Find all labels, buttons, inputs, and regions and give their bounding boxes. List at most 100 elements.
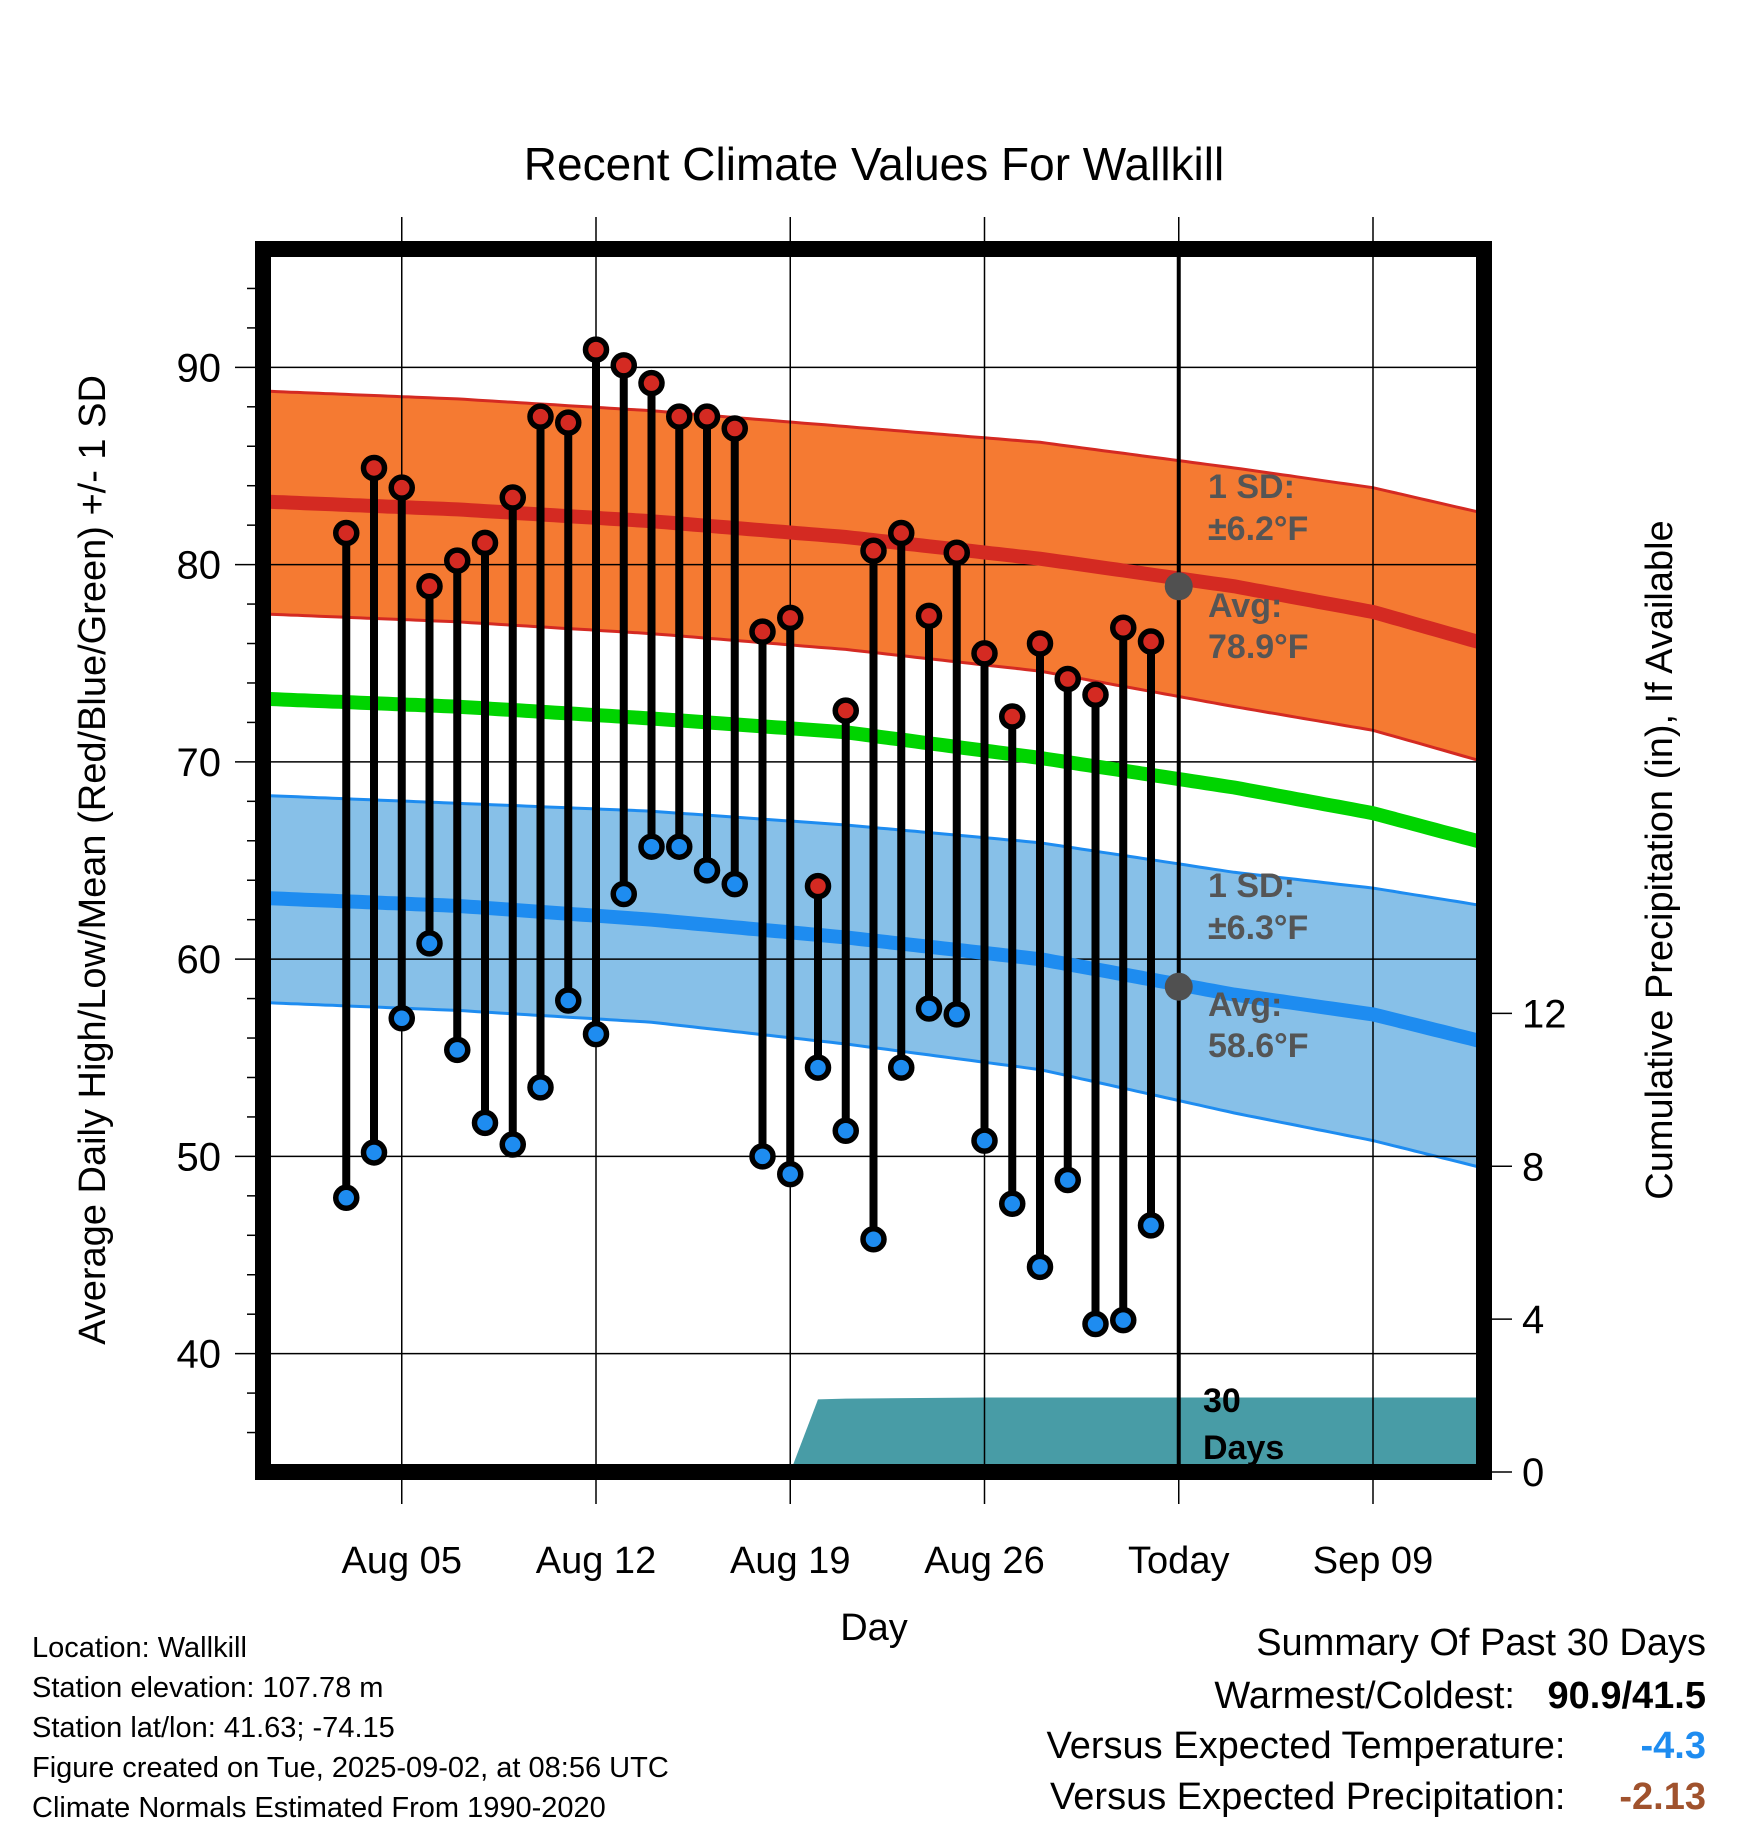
chart-title: Recent Climate Values For Wallkill: [524, 138, 1224, 190]
low-sd-value: ±6.3°F: [1208, 909, 1308, 947]
daily-low-point: [1026, 1253, 1054, 1281]
daily-low-point: [527, 1074, 554, 1101]
daily-low-point: [832, 1117, 859, 1144]
precipitation-area: [790, 1397, 1484, 1472]
y-axis-label: Average Daily High/Low/Mean (Red/Blue/Gr…: [72, 375, 114, 1345]
daily-low-point: [1082, 1310, 1109, 1338]
summary-temp-value: -4.3: [1640, 1725, 1706, 1767]
y2-tick-label: 0: [1522, 1451, 1544, 1495]
y-tick-label: 80: [177, 544, 222, 588]
today-high-average-point: [1164, 572, 1193, 601]
x-tick-label: Aug 12: [536, 1540, 656, 1582]
daily-high-point: [1054, 665, 1081, 693]
low-avg-value: 58.6°F: [1208, 1027, 1309, 1065]
x-tick-label: Today: [1128, 1540, 1229, 1582]
y-tick-label: 90: [177, 346, 222, 390]
daily-high-point: [333, 519, 360, 547]
x-tick-label: Aug 26: [924, 1540, 1044, 1582]
daily-high-point: [1026, 630, 1054, 657]
daily-low-point: [721, 870, 748, 898]
daily-high-point: [888, 519, 915, 547]
daily-high-point: [804, 872, 832, 900]
summary-temp: Versus Expected Temperature: -4.3: [1047, 1725, 1706, 1768]
daily-high-point: [721, 415, 748, 442]
daily-low-point: [1110, 1306, 1137, 1334]
info-created: Figure created on Tue, 2025-09-02, at 08…: [32, 1752, 669, 1784]
daily-low-point: [943, 1001, 970, 1028]
y2-axis-label: Cumulative Precipitation (in), If Availa…: [1639, 520, 1681, 1199]
today-low-average-point: [1164, 972, 1193, 1001]
info-elevation: Station elevation: 107.78 m: [32, 1672, 384, 1704]
daily-low-point: [582, 1020, 610, 1048]
daily-high-point: [638, 369, 665, 397]
daily-low-point: [971, 1127, 998, 1154]
daily-high-point: [666, 403, 693, 430]
summary-warm-cold-label: Warmest/Coldest:: [1214, 1675, 1515, 1717]
info-latlon: Station lat/lon: 41.63; -74.15: [32, 1712, 395, 1744]
daily-high-point: [1082, 681, 1109, 709]
daily-low-point: [915, 995, 943, 1022]
daily-high-point: [1110, 614, 1137, 641]
summary-precip-label: Versus Expected Precipitation:: [1050, 1776, 1566, 1818]
x-axis-label: Day: [840, 1607, 908, 1649]
summary-precip: Versus Expected Precipitation: -2.13: [1050, 1776, 1706, 1819]
daily-high-point: [610, 352, 637, 379]
daily-high-point: [832, 697, 859, 724]
daily-high-point: [860, 537, 887, 565]
daily-low-point: [360, 1139, 388, 1166]
summary-precip-value: -2.13: [1619, 1776, 1706, 1818]
station-info: Location: Wallkill Station elevation: 10…: [32, 1628, 669, 1828]
summary-warm-cold: Warmest/Coldest: 90.9/41.5: [1214, 1675, 1706, 1718]
daily-high-point: [360, 454, 388, 482]
daily-low-point: [555, 987, 582, 1014]
x-tick-label: Aug 05: [342, 1540, 462, 1582]
low-avg-label: Avg:: [1208, 986, 1282, 1024]
high-avg-label: Avg:: [1208, 587, 1282, 625]
daily-high-point: [555, 409, 582, 436]
info-location: Location: Wallkill: [32, 1632, 247, 1664]
daily-high-point: [499, 484, 526, 511]
summary-temp-label: Versus Expected Temperature:: [1046, 1725, 1566, 1767]
y2-tick-label: 12: [1522, 992, 1567, 1036]
daily-low-point: [693, 857, 721, 884]
daily-low-point: [860, 1225, 887, 1253]
daily-low-point: [333, 1184, 360, 1212]
daily-low-point: [666, 833, 693, 860]
high-avg-value: 78.9°F: [1208, 628, 1309, 666]
daily-high-point: [999, 703, 1026, 730]
summary-title: Summary Of Past 30 Days: [1256, 1622, 1706, 1664]
daily-low-point: [444, 1036, 471, 1064]
y-tick-label: 40: [177, 1333, 222, 1377]
daily-low-point: [416, 930, 443, 957]
days-label-word: Days: [1203, 1429, 1284, 1467]
daily-high-point: [416, 573, 443, 600]
x-tick-label: Sep 09: [1313, 1540, 1433, 1582]
y2-tick-label: 4: [1522, 1298, 1544, 1342]
daily-high-point: [471, 529, 499, 557]
info-normals: Climate Normals Estimated From 1990-2020: [32, 1792, 606, 1824]
daily-high-point: [749, 618, 776, 645]
daily-low-point: [638, 833, 665, 860]
daily-low-point: [1054, 1166, 1081, 1194]
daily-low-point: [388, 1005, 415, 1032]
daily-high-point: [943, 539, 970, 567]
daily-high-point: [1137, 628, 1165, 655]
x-tick-label: Aug 19: [730, 1540, 850, 1582]
high-sd-band-upper-edge: [263, 389, 1484, 515]
daily-low-point: [888, 1054, 915, 1081]
daily-low-point: [777, 1160, 804, 1188]
daily-low-point: [804, 1054, 832, 1081]
daily-low-point: [610, 880, 637, 908]
daily-low-point: [499, 1131, 526, 1158]
daily-high-point: [693, 403, 721, 430]
daily-low-point: [1137, 1212, 1165, 1239]
daily-high-point: [915, 602, 943, 630]
low-sd-label: 1 SD:: [1208, 867, 1295, 905]
summary-warm-cold-value: 90.9/41.5: [1547, 1675, 1706, 1717]
daily-low-point: [471, 1109, 499, 1137]
days-label-count: 30: [1203, 1382, 1241, 1420]
y-tick-label: 70: [177, 741, 222, 785]
high-sd-value: ±6.2°F: [1208, 510, 1308, 548]
y2-tick-label: 8: [1522, 1145, 1544, 1189]
